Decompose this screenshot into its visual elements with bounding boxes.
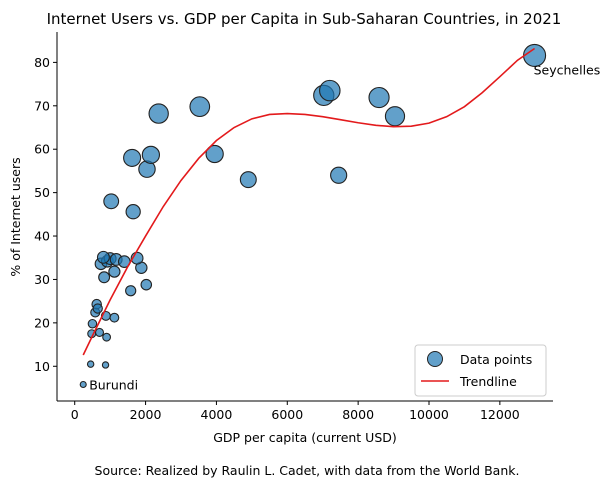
data-point [239, 171, 257, 189]
y-tick-label: 10 [34, 359, 50, 374]
data-point [189, 96, 211, 118]
data-point [109, 312, 120, 323]
x-tick-label: 10000 [409, 407, 449, 422]
data-point [125, 204, 141, 220]
data-point [108, 265, 121, 278]
data-point [103, 193, 120, 210]
x-axis-label: GDP per capita (current USD) [213, 430, 397, 445]
y-axis-label: % of Internet users [8, 157, 23, 276]
data-point [330, 166, 348, 184]
data-point [86, 360, 95, 368]
data-point [148, 103, 169, 124]
y-tick-label: 20 [34, 315, 50, 330]
data-point [96, 250, 110, 264]
data-point [205, 144, 224, 164]
data-point [123, 148, 142, 167]
x-tick-label: 4000 [201, 407, 233, 422]
data-point [384, 106, 406, 127]
source-caption: Source: Realized by Raulin L. Cadet, wit… [95, 463, 520, 478]
data-point [102, 332, 112, 342]
y-tick-label: 50 [34, 185, 50, 200]
y-tick-label: 80 [34, 55, 50, 70]
data-point [87, 318, 98, 329]
y-tick-label: 60 [34, 142, 50, 157]
legend-label-trendline: Trendline [459, 374, 517, 389]
legend: Data points Trendline [414, 344, 547, 397]
data-point [141, 145, 161, 164]
data-point [368, 86, 390, 109]
data-point [94, 327, 105, 337]
trendline [82, 47, 536, 356]
x-tick-label: 12000 [480, 407, 520, 422]
legend-box [414, 344, 547, 397]
plot-area [79, 43, 547, 389]
legend-marker-data-points [427, 351, 443, 367]
data-point [92, 303, 103, 314]
data-point [319, 79, 341, 102]
annotation-label: Seychelles [534, 62, 601, 77]
y-tick-label: 30 [34, 272, 50, 287]
x-tick-label: 6000 [271, 407, 303, 422]
y-tick-label: 70 [34, 98, 50, 113]
x-tick-label: 8000 [342, 407, 374, 422]
y-axis-ticks: 10 20 30 40 50 60 70 80 [34, 55, 57, 374]
annotation-label: Burundi [89, 378, 138, 393]
data-point [140, 278, 153, 291]
chart-title: Internet Users vs. GDP per Capita in Sub… [47, 10, 562, 28]
annotations: Burundi Seychelles [89, 62, 600, 392]
data-point [79, 380, 87, 389]
x-tick-label: 0 [71, 407, 79, 422]
data-point [101, 361, 110, 369]
data-point [125, 285, 137, 297]
data-point [98, 271, 111, 284]
y-tick-label: 40 [34, 229, 50, 244]
legend-label-data-points: Data points [460, 352, 532, 367]
x-axis-ticks: 0 2000 4000 6000 8000 10000 12000 [71, 401, 520, 422]
x-tick-label: 2000 [130, 407, 162, 422]
